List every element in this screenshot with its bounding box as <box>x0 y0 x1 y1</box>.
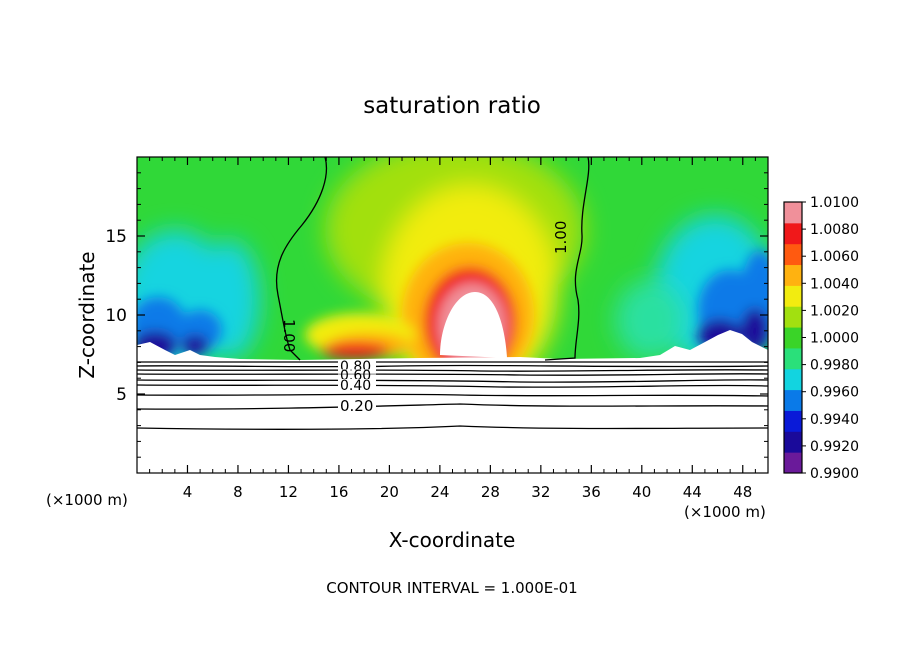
colorbar-label: 0.9960 <box>810 385 859 401</box>
low-contour-6 <box>136 384 769 388</box>
colorbar: 1.0100 1.0080 1.0060 1.0040 1.0020 1.0000 0.99… <box>783 195 859 482</box>
x-tick-label: 44 <box>683 483 702 501</box>
low-contour-8 <box>136 403 769 410</box>
colorbar-swatch <box>784 264 802 286</box>
colorbar-label: 1.0040 <box>810 276 859 292</box>
low-contour-7 <box>136 393 769 397</box>
colorbar-swatch <box>784 410 802 432</box>
x-tick-label: 36 <box>582 483 601 501</box>
x-tick-label: 20 <box>380 483 399 501</box>
contour-interval-note: CONTOUR INTERVAL = 1.000E-01 <box>326 579 577 597</box>
y-axis-label: Z-coordinate <box>75 251 99 378</box>
contour-label-low-d: 0.20 <box>340 397 373 415</box>
colorbar-label: 0.9980 <box>810 358 859 374</box>
y-tick-label: 15 <box>105 227 127 247</box>
isoline-1-left <box>276 156 328 361</box>
contour-lines <box>136 156 769 430</box>
y-tick-label: 10 <box>105 306 127 326</box>
colorbar-swatch <box>784 222 802 245</box>
x-tick-label: 4 <box>183 483 193 501</box>
colorbar-swatch <box>784 431 802 453</box>
heatmap-field <box>137 157 768 473</box>
colorbar-swatch <box>784 285 802 307</box>
low-contour-3 <box>136 369 769 372</box>
y-axis-ticks: 5 10 15 <box>105 172 768 458</box>
x-axis-label: X-coordinate <box>389 528 516 552</box>
colorbar-swatch <box>784 327 802 349</box>
x-tick-label: 16 <box>329 483 348 501</box>
x-tick-label: 48 <box>733 483 752 501</box>
low-contour-5 <box>136 379 769 383</box>
colorbar-label: 0.9900 <box>810 466 859 482</box>
isoline-1-right <box>544 156 590 361</box>
y-tick-label: 5 <box>116 385 127 405</box>
x-tick-label: 8 <box>233 483 243 501</box>
colorbar-label: 1.0000 <box>810 331 859 347</box>
contour-label-1-right: 1.00 <box>552 221 570 254</box>
low-contour-4 <box>136 373 769 376</box>
x-tick-label: 24 <box>430 483 449 501</box>
low-contour-2 <box>136 364 769 368</box>
colorbar-label: 1.0060 <box>810 249 859 265</box>
low-contour-9 <box>136 425 769 430</box>
chart-title: saturation ratio <box>363 93 541 119</box>
colorbar-label: 0.9920 <box>810 439 859 455</box>
x-axis-unit-right: (×1000 m) <box>684 503 766 521</box>
colorbar-label: 1.0080 <box>810 222 859 238</box>
low-contour-1 <box>136 360 769 363</box>
x-tick-label: 40 <box>632 483 651 501</box>
colorbar-label: 0.9940 <box>810 412 859 428</box>
colorbar-swatch <box>784 306 802 328</box>
x-tick-label: 12 <box>279 483 298 501</box>
colorbar-label: 1.0020 <box>810 303 859 319</box>
colorbar-swatch <box>784 202 802 224</box>
colorbar-swatch <box>784 243 802 266</box>
contour-label-1-left: 1.00 <box>280 319 298 352</box>
colorbar-swatch <box>784 389 802 411</box>
colorbar-swatch <box>784 368 802 391</box>
x-tick-label: 32 <box>531 483 550 501</box>
x-axis-ticks: 4 8 12 16 20 24 28 32 36 40 44 48 <box>149 157 756 501</box>
colorbar-swatch <box>784 347 802 370</box>
contour-labels: 1.00 1.00 0.80 0.60 0.40 0.20 <box>280 221 570 415</box>
x-axis-unit-left: (×1000 m) <box>46 491 128 509</box>
x-tick-label: 28 <box>481 483 500 501</box>
contour-label-low-c: 0.40 <box>340 378 371 394</box>
colorbar-swatch <box>784 452 802 474</box>
colorbar-label: 1.0100 <box>810 195 859 211</box>
